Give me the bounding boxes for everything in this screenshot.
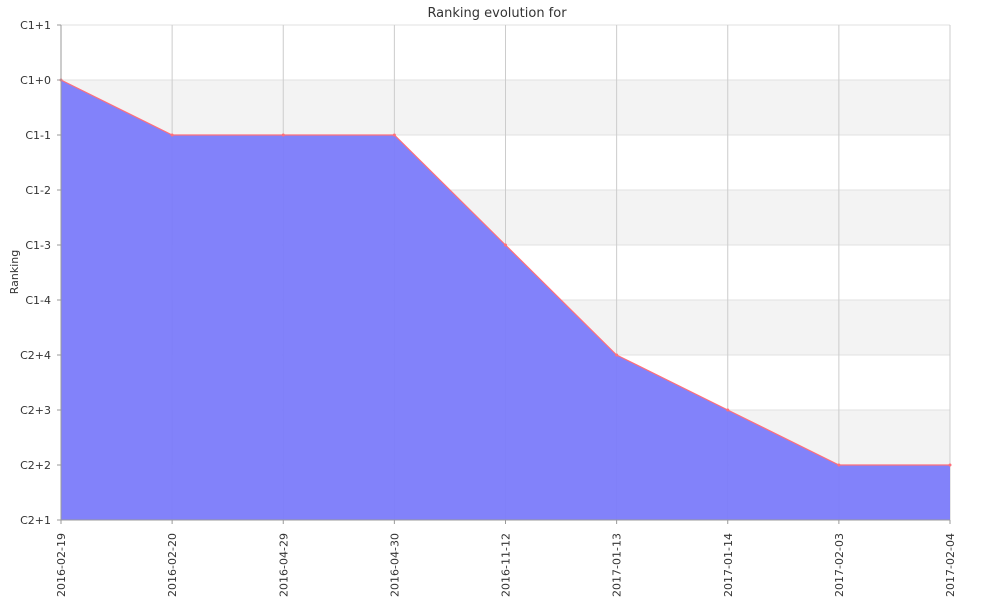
data-point <box>948 463 952 467</box>
x-tick-label: 2016-02-19 <box>55 533 68 597</box>
x-tick-label: 2017-02-04 <box>944 533 957 597</box>
data-point <box>615 353 619 357</box>
data-point <box>281 133 285 137</box>
y-tick-label: C1-4 <box>25 294 51 307</box>
data-point <box>837 463 841 467</box>
y-tick-label: C1-2 <box>25 184 51 197</box>
data-points <box>59 78 952 467</box>
data-point <box>392 133 396 137</box>
y-axis-ticks: C2+1 C2+2 C2+3 C2+4 C1-4 C1-3 C1-2 C1-1 C1+0 C1+1 <box>20 19 62 527</box>
x-tick-label: 2016-04-30 <box>388 533 401 597</box>
y-tick-label: C1+0 <box>20 74 51 87</box>
y-axis-label: Ranking <box>8 250 21 295</box>
y-tick-label: C2+3 <box>20 404 51 417</box>
x-tick-label: 2017-01-13 <box>611 533 624 597</box>
x-tick-label: 2017-02-03 <box>833 533 846 597</box>
y-tick-label: C2+1 <box>20 514 51 527</box>
y-tick-label: C1-1 <box>25 129 51 142</box>
x-tick-label: 2016-02-20 <box>166 533 179 597</box>
data-point <box>170 133 174 137</box>
y-tick-label: C2+4 <box>20 349 51 362</box>
x-axis-ticks: 2016-02-19 2016-02-20 2016-04-29 2016-04-30… <box>55 519 957 597</box>
data-point <box>504 243 507 247</box>
x-tick-label: 2017-01-14 <box>722 533 735 597</box>
x-tick-label: 2016-11-12 <box>500 533 513 597</box>
x-tick-label: 2016-04-29 <box>277 533 290 597</box>
y-tick-label: C1+1 <box>20 19 51 32</box>
chart-title: Ranking evolution for <box>427 6 567 21</box>
y-tick-label: C1-3 <box>25 239 51 252</box>
data-point <box>726 408 730 412</box>
y-tick-label: C2+2 <box>20 459 51 472</box>
